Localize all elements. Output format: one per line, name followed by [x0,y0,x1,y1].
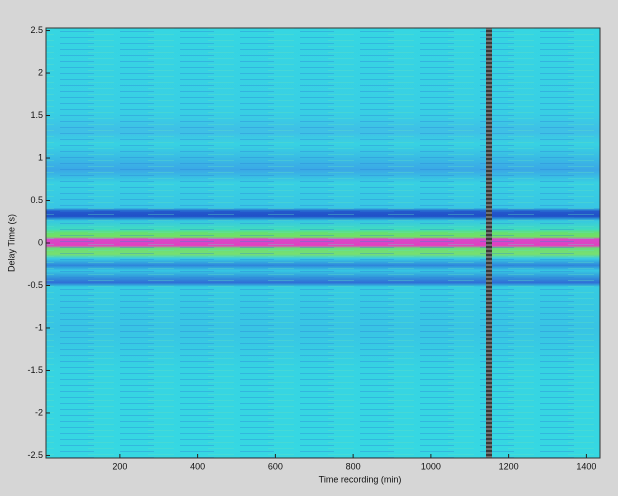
y-tick-label: 0.5 [30,195,43,205]
x-tick-label: 800 [346,461,361,471]
y-tick-label: 1 [38,152,43,162]
artifact-stripe [486,28,492,458]
y-axis-label: Delay Time (s) [6,214,16,272]
y-tick-label: -1 [35,322,43,332]
y-tick-label: -2 [35,407,43,417]
y-tick-label: 2.5 [30,25,43,35]
x-tick-label: 1200 [499,461,519,471]
heatmap-texture [46,28,600,458]
x-tick-label: 600 [268,461,283,471]
x-tick-label: 1000 [421,461,441,471]
x-tick-label: 1400 [576,461,596,471]
y-tick-label: -1.5 [27,365,43,375]
y-tick-label: 2 [38,67,43,77]
x-axis-label: Time recording (min) [319,474,402,484]
y-tick-label: -0.5 [27,280,43,290]
y-tick-label: 0 [38,237,43,247]
x-tick-label: 400 [190,461,205,471]
y-tick-label: -2.5 [27,450,43,460]
heatmap [46,28,600,458]
x-tick-label: 200 [112,461,127,471]
y-tick-label: 1.5 [30,110,43,120]
chart: Time recording (min) Delay Time (s) 200 4… [0,0,618,496]
